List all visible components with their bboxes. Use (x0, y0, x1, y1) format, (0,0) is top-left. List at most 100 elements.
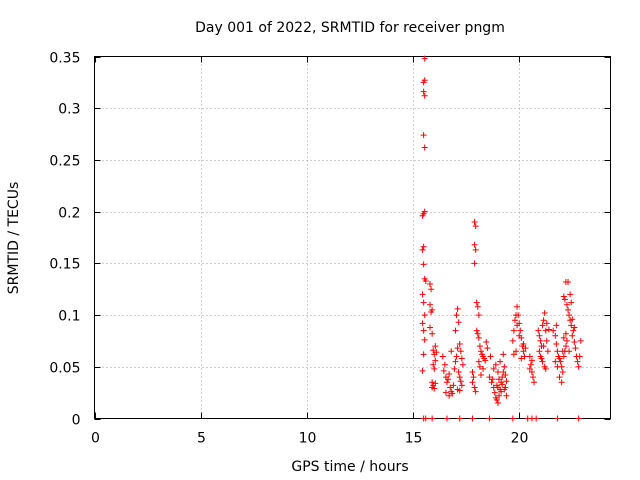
x-tick-label: 15 (405, 431, 423, 447)
data-point (451, 365, 458, 372)
data-point (560, 353, 567, 360)
data-point (566, 312, 573, 319)
x-tick-label: 5 (197, 431, 206, 447)
data-point (574, 358, 581, 365)
data-point (475, 334, 482, 341)
data-point (471, 260, 478, 267)
data-point (469, 415, 476, 422)
data-point (419, 212, 426, 219)
data-point (521, 353, 528, 360)
data-point (554, 348, 561, 355)
data-point (420, 132, 427, 139)
data-point (575, 363, 582, 370)
data-point (493, 396, 500, 403)
data-point (469, 379, 476, 386)
data-point (472, 388, 479, 395)
data-point (543, 337, 550, 344)
data-point (453, 312, 460, 319)
data-point (431, 365, 438, 372)
data-point (446, 392, 453, 399)
data-point (516, 332, 523, 339)
data-point (427, 324, 434, 331)
data-point (528, 368, 535, 375)
data-point (526, 353, 533, 360)
data-point (455, 368, 462, 375)
data-point (510, 327, 517, 334)
data-point (563, 301, 570, 308)
data-point (554, 415, 561, 422)
data-point (471, 384, 478, 391)
data-point (509, 337, 516, 344)
data-point (515, 312, 522, 319)
data-point (458, 382, 465, 389)
data-point (420, 327, 427, 334)
data-point (422, 277, 429, 284)
data-point (471, 218, 478, 225)
data-point (445, 376, 452, 383)
data-point (484, 345, 491, 352)
y-tick-label: 0.15 (49, 257, 80, 273)
data-point (421, 312, 428, 319)
data-point (498, 388, 505, 395)
data-point (556, 355, 563, 362)
data-point (544, 348, 551, 355)
data-point (575, 415, 582, 422)
data-point (483, 338, 490, 345)
data-point (421, 92, 428, 99)
data-point (561, 296, 568, 303)
data-point (500, 368, 507, 375)
data-point (568, 299, 575, 306)
data-point (539, 358, 546, 365)
data-point (474, 303, 481, 310)
data-point (439, 353, 446, 360)
data-point (491, 389, 498, 396)
data-point (560, 293, 567, 300)
x-tick-label: 10 (299, 431, 317, 447)
data-point (497, 358, 504, 365)
data-point (567, 291, 574, 298)
data-point (420, 299, 427, 306)
data-point (428, 286, 435, 293)
data-point (420, 261, 427, 268)
data-point (513, 348, 520, 355)
data-point (514, 322, 521, 329)
chart-title: Day 001 of 2022, SRMTID for receiver png… (195, 20, 505, 36)
data-point (541, 310, 548, 317)
data-point (531, 379, 538, 386)
data-point (536, 332, 543, 339)
data-point (518, 355, 525, 362)
data-point (494, 368, 501, 375)
data-point (443, 415, 450, 422)
data-point (475, 358, 482, 365)
data-point (421, 208, 428, 215)
y-tick-label: 0.2 (58, 206, 80, 222)
y-tick-label: 0 (72, 413, 81, 429)
data-point (514, 303, 521, 310)
plot-frame (94, 56, 611, 419)
data-point (420, 351, 427, 358)
data-point (571, 338, 578, 345)
data-point (450, 382, 457, 389)
data-point (571, 324, 578, 331)
data-point (486, 415, 493, 422)
data-point (473, 327, 480, 334)
data-point (456, 374, 463, 381)
data-point (529, 374, 536, 381)
data-point (443, 379, 450, 386)
data-point (452, 358, 459, 365)
data-point (471, 241, 478, 248)
data-point (420, 88, 427, 95)
data-point (560, 334, 567, 341)
x-tick-label: 0 (91, 431, 100, 447)
data-point (475, 312, 482, 319)
data-point (535, 327, 542, 334)
data-point (446, 371, 453, 378)
data-point (489, 376, 496, 383)
data-point (454, 305, 461, 312)
data-point (421, 336, 428, 343)
data-point (419, 246, 426, 253)
data-point (488, 379, 495, 386)
data-point (492, 361, 499, 368)
data-point (454, 345, 461, 352)
